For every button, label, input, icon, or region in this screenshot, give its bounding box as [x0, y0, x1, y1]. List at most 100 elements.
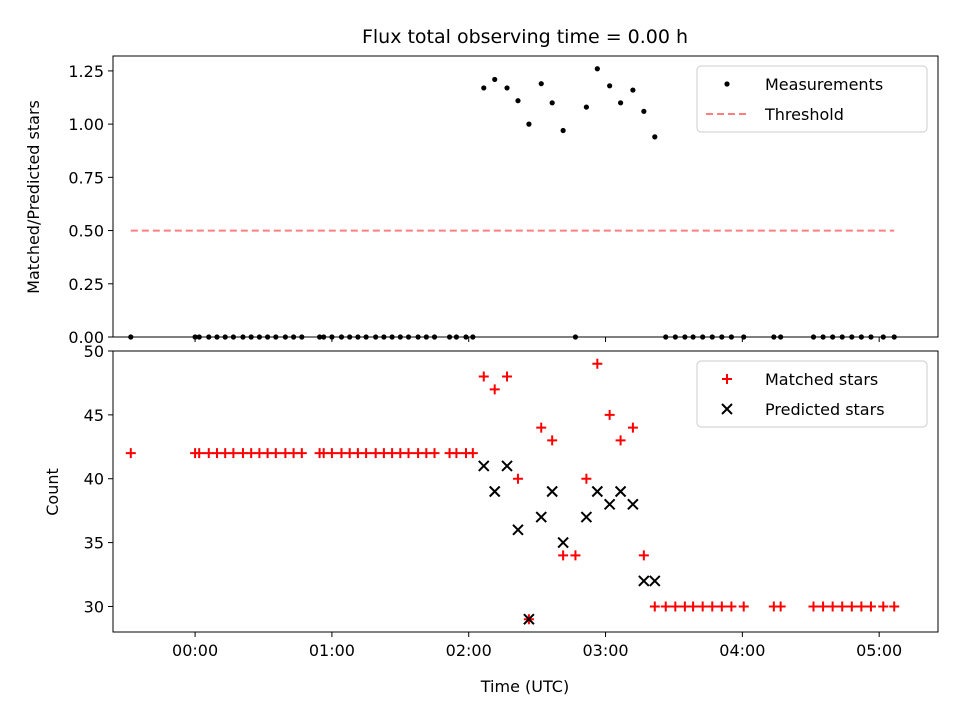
- matched-star-point: [878, 601, 889, 612]
- matched-star-point: [270, 448, 281, 459]
- top-y-tick-label: 0.00: [68, 328, 104, 347]
- measurement-point: [630, 87, 636, 93]
- bottom-series-0: [125, 358, 900, 625]
- top-y-axis-title: Matched/Predicted stars: [24, 100, 43, 294]
- matched-star-point: [228, 448, 239, 459]
- matched-star-point: [615, 435, 626, 446]
- predicted-star-point: [512, 524, 524, 536]
- matched-star-point: [604, 409, 615, 420]
- matched-star-point: [818, 601, 829, 612]
- legend-label: Predicted stars: [765, 400, 885, 419]
- predicted-star-point: [591, 485, 604, 498]
- matched-star-point: [808, 601, 819, 612]
- matched-star-point: [716, 601, 727, 612]
- legend-label: Measurements: [765, 75, 883, 94]
- matched-star-point: [738, 601, 749, 612]
- measurement-point: [526, 121, 532, 127]
- matched-star-point: [361, 448, 372, 459]
- measurement-point: [560, 127, 566, 134]
- x-tick-label: 00:00: [172, 641, 218, 660]
- predicted-star-point: [489, 485, 501, 498]
- measurement-point: [607, 83, 613, 89]
- x-tick-label: 02:00: [446, 641, 492, 660]
- top-y-tick-label: 0.50: [68, 222, 104, 241]
- matched-star-point: [451, 448, 462, 459]
- legend-box: [696, 65, 928, 133]
- predicted-star-point: [638, 575, 650, 587]
- matched-star-point: [125, 448, 136, 459]
- top-y-tick-label: 1.25: [68, 62, 104, 81]
- measurement-point: [504, 85, 510, 91]
- matched-star-point: [697, 601, 708, 612]
- bottom-y-tick-label: 35: [84, 534, 104, 553]
- predicted-star-point: [535, 511, 547, 523]
- predicted-star-point: [580, 511, 593, 523]
- predicted-star-point: [501, 460, 513, 472]
- matched-star-point: [707, 601, 718, 612]
- predicted-star-point: [603, 498, 616, 510]
- x-tick-label: 03:00: [582, 641, 628, 660]
- predicted-star-point: [523, 613, 535, 625]
- matched-star-point: [502, 371, 513, 382]
- matched-star-point: [296, 448, 307, 459]
- matched-star-point: [837, 601, 848, 612]
- matched-star-point: [194, 448, 205, 459]
- measurement-point: [617, 100, 624, 106]
- matched-star-point: [726, 601, 737, 612]
- legend-marker-matched: [722, 374, 732, 384]
- bottom-axes-frame: [112, 350, 939, 633]
- bottom-panel: 00:00 01:00 02:00 03:00 04:00 05:00 30 35 40 45 50…: [84, 342, 939, 660]
- matched-star-point: [846, 601, 857, 612]
- x-tick-label: 05:00: [856, 641, 902, 660]
- top-y-tick-label: 0.25: [68, 275, 104, 294]
- bottom-legend: Matched stars Predicted stars: [696, 360, 928, 428]
- legend-label: Threshold: [764, 105, 844, 124]
- measurement-point: [538, 81, 544, 87]
- legend-marker-measurements: [724, 81, 730, 87]
- bottom-y-axis-title: Count: [43, 468, 62, 516]
- top-panel: 0.00 0.25 0.50 0.75 1.00 1.25 Measurements Thre…: [68, 55, 939, 347]
- predicted-star-point: [546, 485, 558, 498]
- predicted-star-point: [649, 575, 661, 587]
- predicted-star-point: [614, 485, 627, 498]
- matched-star-point: [775, 601, 786, 612]
- matched-star-point: [660, 601, 671, 612]
- predicted-star-point: [557, 536, 569, 549]
- chart-title: Flux total observing time = 0.00 h: [362, 26, 688, 48]
- matched-star-point: [627, 422, 638, 433]
- x-tick-label: 04:00: [719, 641, 765, 660]
- predicted-star-point: [627, 498, 639, 510]
- measurement-point: [583, 104, 589, 110]
- matched-star-point: [512, 473, 523, 484]
- matched-star-point: [489, 384, 500, 395]
- measurement-point: [492, 76, 498, 83]
- matched-star-point: [326, 448, 337, 459]
- legend-label: Matched stars: [765, 370, 878, 389]
- matched-star-point: [889, 601, 900, 612]
- predicted-star-point: [478, 460, 490, 472]
- top-legend: Measurements Threshold: [696, 65, 928, 133]
- bottom-series-1: [478, 460, 661, 625]
- measurement-point: [594, 66, 600, 72]
- bottom-y-tick-label: 30: [84, 597, 104, 616]
- matched-star-point: [827, 601, 838, 612]
- matched-star-point: [581, 473, 592, 484]
- matched-star-point: [865, 601, 876, 612]
- matched-star-point: [649, 601, 660, 612]
- bottom-y-tick-label: 40: [84, 470, 104, 489]
- matched-star-point: [570, 550, 581, 561]
- top-y-tick-label: 0.75: [68, 168, 104, 187]
- bottom-y-tick-label: 45: [84, 406, 104, 425]
- matched-star-point: [547, 435, 558, 446]
- matched-star-point: [670, 601, 681, 612]
- top-y-tick-label: 1.00: [68, 115, 104, 134]
- measurement-point: [652, 134, 658, 140]
- matched-star-point: [638, 550, 649, 561]
- matched-star-point: [467, 448, 478, 459]
- measurement-point: [641, 108, 647, 114]
- matched-star-point: [403, 448, 414, 459]
- x-tick-label: 01:00: [309, 641, 355, 660]
- matched-star-point: [856, 601, 867, 612]
- matched-star-point: [478, 371, 489, 382]
